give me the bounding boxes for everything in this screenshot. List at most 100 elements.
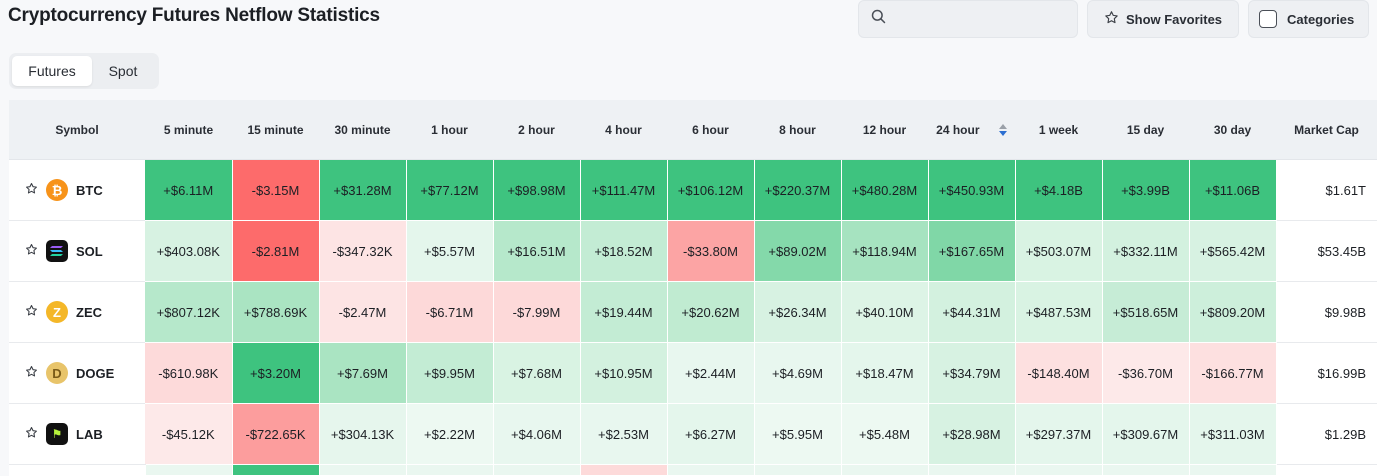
- netflow-cell: +$309.67M: [1102, 403, 1190, 465]
- netflow-cell: +$5.57M: [406, 220, 494, 282]
- market-cap-cell: $53.45B: [1276, 220, 1377, 282]
- column-header-15-day[interactable]: 15 day: [1102, 100, 1189, 160]
- netflow-cell: +$16.51M: [493, 220, 581, 282]
- column-header-symbol[interactable]: Symbol: [9, 100, 145, 160]
- zcash-icon: Z: [46, 301, 68, 323]
- search-input[interactable]: [894, 10, 1068, 28]
- page-title: Cryptocurrency Futures Netflow Statistic…: [8, 5, 380, 26]
- solana-icon: [46, 240, 68, 262]
- symbol-cell: ⚑ LAB: [9, 403, 145, 465]
- netflow-cell: -$33.80M: [667, 220, 755, 282]
- favorite-star-icon[interactable]: [24, 304, 38, 321]
- netflow-cell: -$2.47M: [319, 281, 407, 343]
- netflow-cell: +$4.69M: [754, 342, 842, 404]
- bitcoin-icon: ₿: [46, 179, 68, 201]
- table-header-row: Symbol 5 minute 15 minute 30 minute 1 ho…: [9, 100, 1377, 160]
- netflow-cell: +$28.98M: [928, 403, 1016, 465]
- netflow-cell: +$2.44M: [667, 342, 755, 404]
- netflow-cell: +$297.37M: [1015, 403, 1103, 465]
- partial-cell: [1276, 464, 1377, 476]
- market-cap-cell: $16.99B: [1276, 342, 1377, 404]
- favorite-star-icon[interactable]: [24, 426, 38, 443]
- column-header-5-minute[interactable]: 5 minute: [145, 100, 232, 160]
- column-header-30-day[interactable]: 30 day: [1189, 100, 1276, 160]
- netflow-cell: +$19.44M: [580, 281, 668, 343]
- categories-button[interactable]: Categories: [1248, 0, 1369, 38]
- partial-cell: [928, 464, 1016, 476]
- netflow-cell: -$610.98K: [145, 342, 233, 404]
- favorite-star-icon[interactable]: [24, 182, 38, 199]
- netflow-cell: +$4.06M: [493, 403, 581, 465]
- netflow-cell: +$26.34M: [754, 281, 842, 343]
- column-header-1-week[interactable]: 1 week: [1015, 100, 1102, 160]
- table-body: ₿ BTC +$6.11M -$3.15M +$31.28M +$77.12M +$98.9…: [9, 159, 1377, 476]
- netflow-cell: +$5.95M: [754, 403, 842, 465]
- show-favorites-button[interactable]: Show Favorites: [1087, 0, 1239, 38]
- symbol-name[interactable]: DOGE: [76, 365, 115, 381]
- symbol-name[interactable]: SOL: [76, 243, 103, 259]
- table-row[interactable]: D DOGE -$610.98K +$3.20M +$7.69M +$9.95M +$7.6…: [9, 342, 1377, 404]
- symbol-name[interactable]: BTC: [76, 182, 103, 198]
- favorite-star-icon[interactable]: [24, 365, 38, 382]
- favorite-star-icon[interactable]: [24, 243, 38, 260]
- partial-cell: [145, 464, 233, 476]
- column-header-30-minute[interactable]: 30 minute: [319, 100, 406, 160]
- netflow-cell: +$10.95M: [580, 342, 668, 404]
- netflow-cell: +$77.12M: [406, 159, 494, 221]
- netflow-cell: -$36.70M: [1102, 342, 1190, 404]
- netflow-cell: +$403.08K: [145, 220, 233, 282]
- netflow-cell: -$166.77M: [1189, 342, 1277, 404]
- table-row[interactable]: SOL +$403.08K -$2.81M -$347.32K +$5.57M +$16.…: [9, 220, 1377, 282]
- column-header-2-hour[interactable]: 2 hour: [493, 100, 580, 160]
- partial-cell: [232, 464, 320, 476]
- netflow-cell: +$487.53M: [1015, 281, 1103, 343]
- column-header-4-hour[interactable]: 4 hour: [580, 100, 667, 160]
- tab-futures[interactable]: Futures: [12, 56, 92, 86]
- netflow-cell: +$503.07M: [1015, 220, 1103, 282]
- netflow-cell: -$2.81M: [232, 220, 320, 282]
- symbol-name[interactable]: LAB: [76, 426, 103, 442]
- netflow-cell: -$6.71M: [406, 281, 494, 343]
- netflow-cell: +$40.10M: [841, 281, 929, 343]
- categories-checkbox[interactable]: [1259, 10, 1277, 28]
- partial-cell: [580, 464, 668, 476]
- column-header-market-cap[interactable]: Market Cap: [1276, 100, 1377, 160]
- column-header-8-hour[interactable]: 8 hour: [754, 100, 841, 160]
- netflow-cell: +$788.69K: [232, 281, 320, 343]
- netflow-cell: +$565.42M: [1189, 220, 1277, 282]
- partial-cell: [754, 464, 842, 476]
- market-cap-cell: $1.29B: [1276, 403, 1377, 465]
- tab-spot[interactable]: Spot: [108, 63, 138, 79]
- table-row[interactable]: ₿ BTC +$6.11M -$3.15M +$31.28M +$77.12M +$98.9…: [9, 159, 1377, 221]
- netflow-cell: +$118.94M: [841, 220, 929, 282]
- table-row[interactable]: ⚑ LAB -$45.12K -$722.65K +$304.13K +$2.22M +$4…: [9, 403, 1377, 465]
- column-header-1-hour[interactable]: 1 hour: [406, 100, 493, 160]
- netflow-cell: +$7.68M: [493, 342, 581, 404]
- table-row-partial: [9, 464, 1377, 476]
- netflow-cell: +$6.11M: [145, 159, 233, 221]
- partial-cell: [1102, 464, 1190, 476]
- netflow-cell: +$18.52M: [580, 220, 668, 282]
- netflow-cell: +$7.69M: [319, 342, 407, 404]
- symbol-cell: Z ZEC: [9, 281, 145, 343]
- netflow-cell: +$98.98M: [493, 159, 581, 221]
- partial-cell: [1189, 464, 1277, 476]
- netflow-cell: +$34.79M: [928, 342, 1016, 404]
- netflow-cell: +$167.65M: [928, 220, 1016, 282]
- netflow-cell: -$45.12K: [145, 403, 233, 465]
- netflow-cell: +$89.02M: [754, 220, 842, 282]
- search-box[interactable]: [858, 0, 1078, 38]
- column-header-15-minute[interactable]: 15 minute: [232, 100, 319, 160]
- partial-cell: [9, 464, 146, 476]
- netflow-cell: +$518.65M: [1102, 281, 1190, 343]
- table-row[interactable]: Z ZEC +$807.12K +$788.69K -$2.47M -$6.71M -$7.…: [9, 281, 1377, 343]
- column-header-24-hour[interactable]: 24 hour: [928, 100, 1015, 160]
- column-header-6-hour[interactable]: 6 hour: [667, 100, 754, 160]
- market-cap-cell: $1.61T: [1276, 159, 1377, 221]
- symbol-name[interactable]: ZEC: [76, 304, 102, 320]
- column-header-12-hour[interactable]: 12 hour: [841, 100, 928, 160]
- netflow-cell: +$807.12K: [145, 281, 233, 343]
- partial-cell: [493, 464, 581, 476]
- netflow-cell: -$347.32K: [319, 220, 407, 282]
- netflow-cell: -$7.99M: [493, 281, 581, 343]
